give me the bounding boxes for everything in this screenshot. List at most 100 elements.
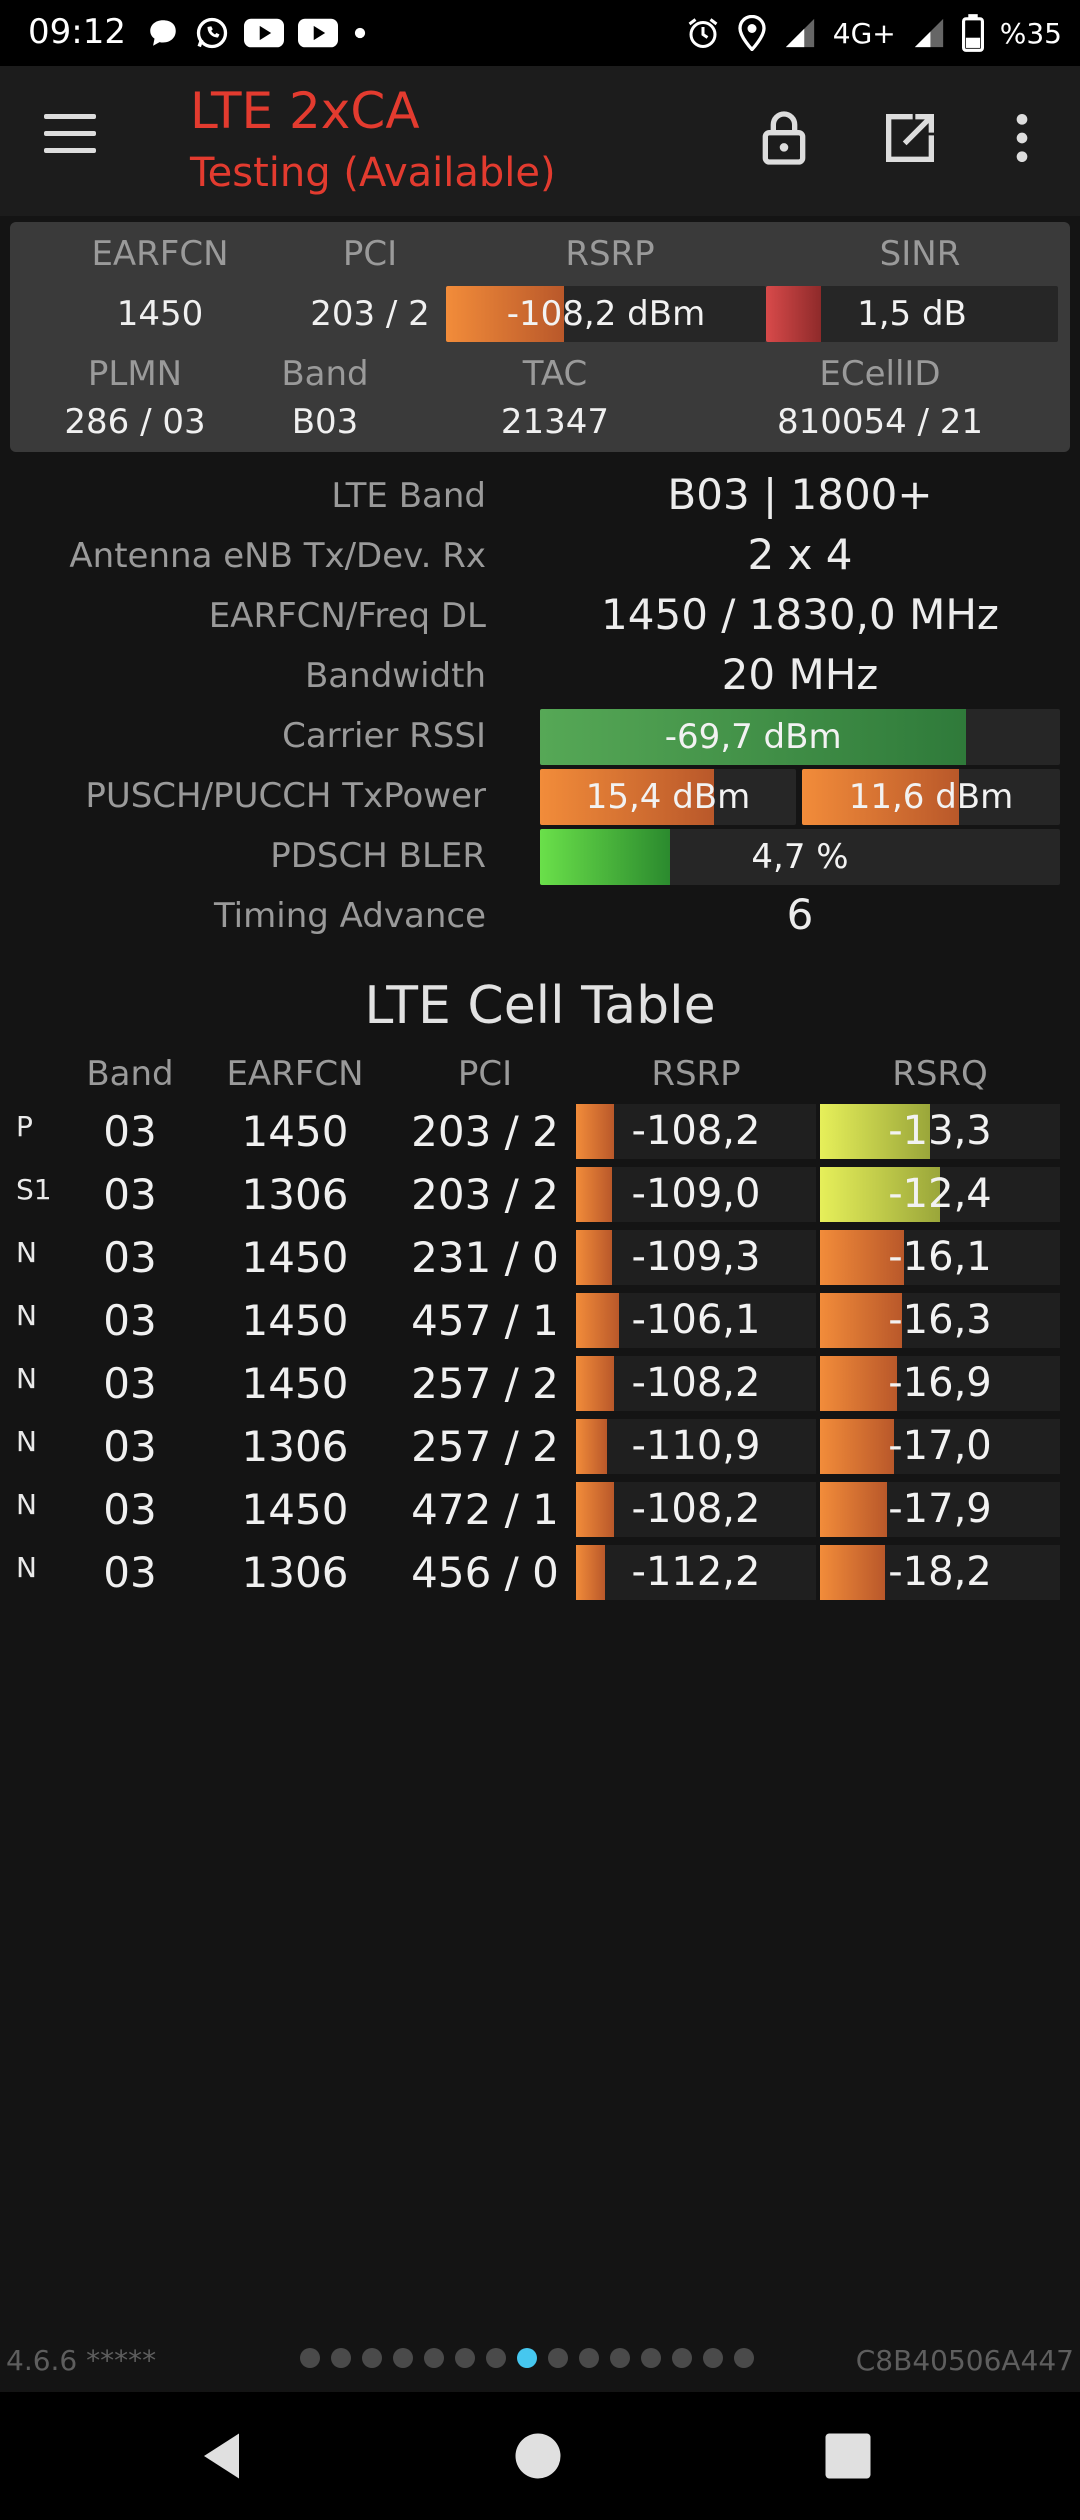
page-dot[interactable] — [486, 2348, 506, 2368]
app-version: 4.6.6 ***** — [6, 2344, 157, 2377]
table-row: N 03 1450 231 / 0 -109,3 -16,1 — [0, 1226, 1080, 1289]
menu-icon[interactable] — [44, 114, 96, 156]
earfcn-value: 1450 — [116, 294, 204, 334]
col-header-pci: PCI — [457, 1054, 513, 1094]
lock-icon[interactable] — [752, 106, 816, 170]
page-dot[interactable] — [579, 2348, 599, 2368]
bandwidth-value: 20 MHz — [721, 650, 879, 699]
pusch-bar: 15,4 dBm — [540, 769, 796, 825]
cell-band: 03 — [103, 1170, 157, 1219]
cell-rsrp-bar: -108,2 — [576, 1356, 816, 1411]
cell-band: 03 — [103, 1233, 157, 1282]
tac-value: 21347 — [500, 402, 610, 442]
whatsapp-icon — [196, 17, 228, 49]
sinr-label: SINR — [879, 234, 961, 274]
signal-icon — [785, 18, 814, 48]
pucch-fill — [802, 769, 960, 825]
pucch-bar: 11,6 dBm — [802, 769, 1060, 825]
cell-rsrp: -108,2 — [631, 1360, 761, 1406]
table-row: S1 03 1306 203 / 2 -109,0 -12,4 — [0, 1163, 1080, 1226]
page-dot[interactable] — [424, 2348, 444, 2368]
bler-label: PDSCH BLER — [270, 836, 486, 876]
open-external-icon[interactable] — [878, 106, 942, 170]
cell-rsrq-bar: -12,4 — [820, 1167, 1060, 1222]
table-row: N 03 1450 457 / 1 -106,1 -16,3 — [0, 1289, 1080, 1352]
band-value: B03 — [291, 402, 359, 442]
cell-earfcn: 1306 — [241, 1422, 349, 1471]
cell-rsrp-fill — [576, 1104, 615, 1159]
cell-rsrq: -16,9 — [888, 1360, 992, 1406]
page-dot[interactable] — [672, 2348, 692, 2368]
pucch-value: 11,6 dBm — [848, 777, 1014, 817]
cell-type: N — [16, 1236, 37, 1269]
back-icon[interactable] — [194, 2426, 254, 2486]
timing-advance-label: Timing Advance — [213, 896, 486, 936]
summary-panel: EARFCN PCI RSRP SINR 1450 203 / 2 -108,2… — [10, 222, 1070, 452]
more-options-icon[interactable] — [990, 106, 1054, 170]
page-dot[interactable] — [610, 2348, 630, 2368]
bler-bar: 4,7 % — [540, 829, 1060, 885]
battery-percent: %35 — [999, 16, 1062, 50]
cell-earfcn: 1450 — [241, 1296, 349, 1345]
cell-rsrq-bar: -13,3 — [820, 1104, 1060, 1159]
cell-earfcn: 1306 — [241, 1548, 349, 1597]
page-dot[interactable] — [734, 2348, 754, 2368]
navigation-bar — [0, 2392, 1080, 2520]
cell-rsrq-bar: -17,0 — [820, 1419, 1060, 1474]
page-dot[interactable] — [362, 2348, 382, 2368]
cell-band: 03 — [103, 1296, 157, 1345]
cell-rsrp-fill — [576, 1545, 605, 1600]
page-dot[interactable] — [703, 2348, 723, 2368]
dot-icon — [354, 27, 366, 39]
ecellid-label: ECellID — [819, 354, 941, 394]
page-indicator[interactable] — [300, 2348, 754, 2368]
antenna-value: 2 x 4 — [747, 530, 853, 579]
alarm-icon — [688, 18, 718, 48]
cell-rsrp-fill — [576, 1419, 608, 1474]
cell-pci: 456 / 0 — [411, 1548, 559, 1597]
system-icons: 4G+ %35 — [685, 10, 1062, 56]
page-dot[interactable] — [517, 2348, 537, 2368]
cell-earfcn: 1450 — [241, 1107, 349, 1156]
table-row: N 03 1450 257 / 2 -108,2 -16,9 — [0, 1352, 1080, 1415]
band-label: Band — [281, 354, 369, 394]
cell-rsrp-bar: -112,2 — [576, 1545, 816, 1600]
carrier-rssi-bar: -69,7 dBm — [540, 709, 1060, 765]
page-dot[interactable] — [300, 2348, 320, 2368]
cell-rsrq: -13,3 — [888, 1108, 992, 1154]
cell-type: P — [16, 1110, 33, 1143]
cell-earfcn: 1450 — [241, 1485, 349, 1534]
rsrp-bar: -108,2 dBm — [446, 286, 766, 342]
page-dot[interactable] — [331, 2348, 351, 2368]
page-dot[interactable] — [641, 2348, 661, 2368]
cell-rsrp: -109,3 — [631, 1234, 761, 1280]
chat-bubble-icon — [150, 20, 176, 46]
sinr-bar: 1,5 dB — [766, 286, 1058, 342]
home-icon[interactable] — [508, 2426, 568, 2486]
cell-rsrq-bar: -17,9 — [820, 1482, 1060, 1537]
bler-value: 4,7 % — [751, 837, 849, 877]
cell-rsrp-bar: -108,2 — [576, 1104, 816, 1159]
cell-rsrp-fill — [576, 1230, 612, 1285]
cell-type: N — [16, 1362, 37, 1395]
recents-icon[interactable] — [818, 2426, 878, 2486]
cell-pci: 203 / 2 — [411, 1170, 559, 1219]
cell-rsrq: -16,1 — [888, 1234, 992, 1280]
rsrp-bar-fill — [446, 286, 565, 342]
col-header-rsrq: RSRQ — [892, 1054, 988, 1094]
cell-rsrq-fill — [820, 1545, 885, 1600]
cell-pci: 231 / 0 — [411, 1233, 559, 1282]
status-time: 09:12 — [28, 12, 126, 52]
earfcn-label: EARFCN — [91, 234, 229, 274]
table-row: N 03 1306 456 / 0 -112,2 -18,2 — [0, 1541, 1080, 1604]
sinr-value: 1,5 dB — [857, 294, 967, 334]
table-row: N 03 1306 257 / 2 -110,9 -17,0 — [0, 1415, 1080, 1478]
network-type: 4G+ — [832, 16, 896, 50]
signal-icon — [914, 18, 943, 48]
page-dot[interactable] — [548, 2348, 568, 2368]
page-dot[interactable] — [393, 2348, 413, 2368]
page-dot[interactable] — [455, 2348, 475, 2368]
table-row: N 03 1450 472 / 1 -108,2 -17,9 — [0, 1478, 1080, 1541]
cell-rsrp-fill — [576, 1356, 615, 1411]
bandwidth-label: Bandwidth — [304, 656, 486, 696]
